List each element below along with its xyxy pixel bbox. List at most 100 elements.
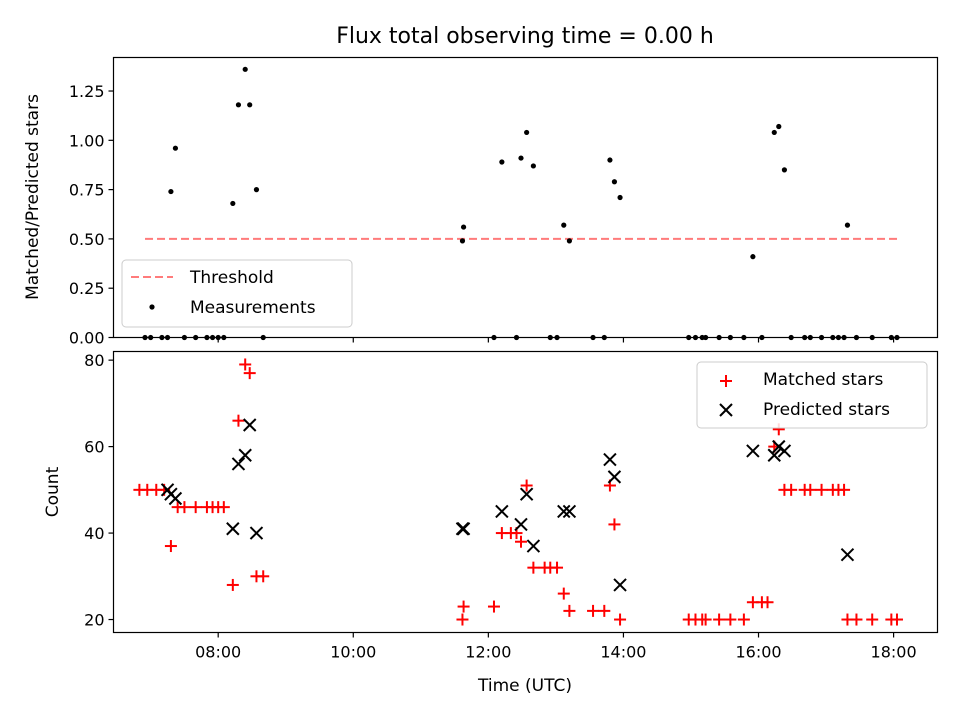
matched-star-point [587,604,600,617]
bottom-x-tick-label: 14:00 [600,643,646,662]
predicted-star-point [168,491,183,506]
predicted-star-point [495,504,509,519]
matched-star-point [598,604,611,617]
matched-star-point [866,613,879,626]
legend-matched-label: Matched stars [763,370,883,390]
legend-predicted-swatch [719,403,733,417]
bottom-x-tick-label: 18:00 [871,643,917,662]
legend-measurements-swatch [149,304,155,310]
measurement-point [518,155,524,161]
predicted-star-point [557,504,571,519]
matched-star-point [457,600,470,613]
top-y-tick-label: 0.75 [69,181,105,200]
bottom-y-tick-label: 60 [84,438,104,457]
measurement-point [459,238,466,244]
matched-star-point [514,535,527,548]
matched-star-point [164,540,177,553]
legend-threshold-label: Threshold [189,268,274,288]
chart-title: Flux total observing time = 0.00 h [336,24,714,49]
measurement-point [561,222,567,228]
predicted-star-point [526,539,541,553]
matched-star-point [724,613,737,626]
top-y-axis-ticks: 0.00 0.25 0.50 0.75 1.00 1.25 [69,82,114,348]
measurement-point [607,157,613,163]
top-plot-frame [112,56,939,339]
matched-star-point [737,613,750,626]
predicted-star-point [519,487,534,501]
predicted-star-point [562,504,577,519]
bottom-legend: Matched stars Predicted stars [696,361,928,429]
matched-star-point [520,479,533,492]
matched-star-point [699,613,712,626]
predicted-star-point [238,448,252,462]
matched-star-point [243,367,256,380]
measurement-point [781,167,788,173]
predicted-star-point [613,578,627,592]
predicted-star-point [456,522,471,536]
matched-star-point [713,613,726,626]
matched-star-point [804,483,817,496]
legend-measurements-label: Measurements [190,298,316,318]
top-y-axis-label: Matched/Predicted stars [23,94,43,300]
matched-star-point [232,414,245,427]
top-y-tick-label: 0.50 [69,230,105,249]
matched-star-point [614,613,627,626]
measurement-point [499,159,505,165]
measurement-point [771,129,777,136]
measurement-point [235,102,242,108]
legend-matched-swatch [720,375,732,387]
matched-star-point [189,501,202,514]
predicted-star-point [226,522,240,536]
bottom-y-axis-ticks: 20 40 60 80 [84,351,114,630]
matched-star-point [838,483,851,496]
matched-star-point [761,596,774,609]
top-y-tick-label: 0.00 [69,329,105,348]
matched-star-point [563,604,576,617]
measurement-point [172,145,179,151]
measurement-point [566,238,573,244]
bottom-plot-frame [112,350,939,634]
matched-star-point [557,587,570,600]
predicted-star-point [767,448,781,462]
bottom-y-tick-label: 20 [84,611,104,630]
matched-star-point [178,501,191,514]
top-y-tick-label: 1.25 [69,82,105,101]
bottom-x-axis-label: Time (UTC) [477,676,572,696]
measurement-point [242,66,248,72]
predicted-star-point [840,547,855,562]
bottom-y-tick-label: 80 [84,351,104,370]
matched-star-point [551,561,564,574]
matched-star-point [785,483,798,496]
predicted-star-point [607,470,622,484]
predicted-stars-series [160,418,855,592]
matched-star-point [815,483,828,496]
matched-stars-series [133,358,903,626]
measurement-point [524,129,530,136]
top-y-tick-label: 0.25 [69,279,105,298]
matched-star-point [487,600,500,613]
matched-star-point [239,358,252,371]
top-legend: Threshold Measurements [121,259,353,328]
predicted-star-point [231,457,246,471]
matched-star-point [456,613,469,626]
matched-star-point [257,570,270,583]
bottom-x-tick-label: 12:00 [465,643,511,662]
matched-star-point [850,613,863,626]
top-panel: Flux total observing time = 0.00 h 0.000… [23,24,939,348]
bottom-y-tick-label: 40 [84,524,104,543]
predicted-star-point [243,418,257,432]
top-y-tick-label: 1.00 [69,131,105,150]
bottom-x-tick-label: 10:00 [330,643,376,662]
measurement-point [750,254,756,260]
measurement-point [460,224,467,230]
measurement-point [530,163,536,169]
matched-star-point [608,518,621,531]
measurement-point [611,179,618,185]
top-legend-box [121,259,353,328]
matched-star-point [527,561,540,574]
measurement-point [844,222,851,228]
measurement-point [230,200,236,207]
bottom-x-tick-label: 08:00 [195,643,241,662]
